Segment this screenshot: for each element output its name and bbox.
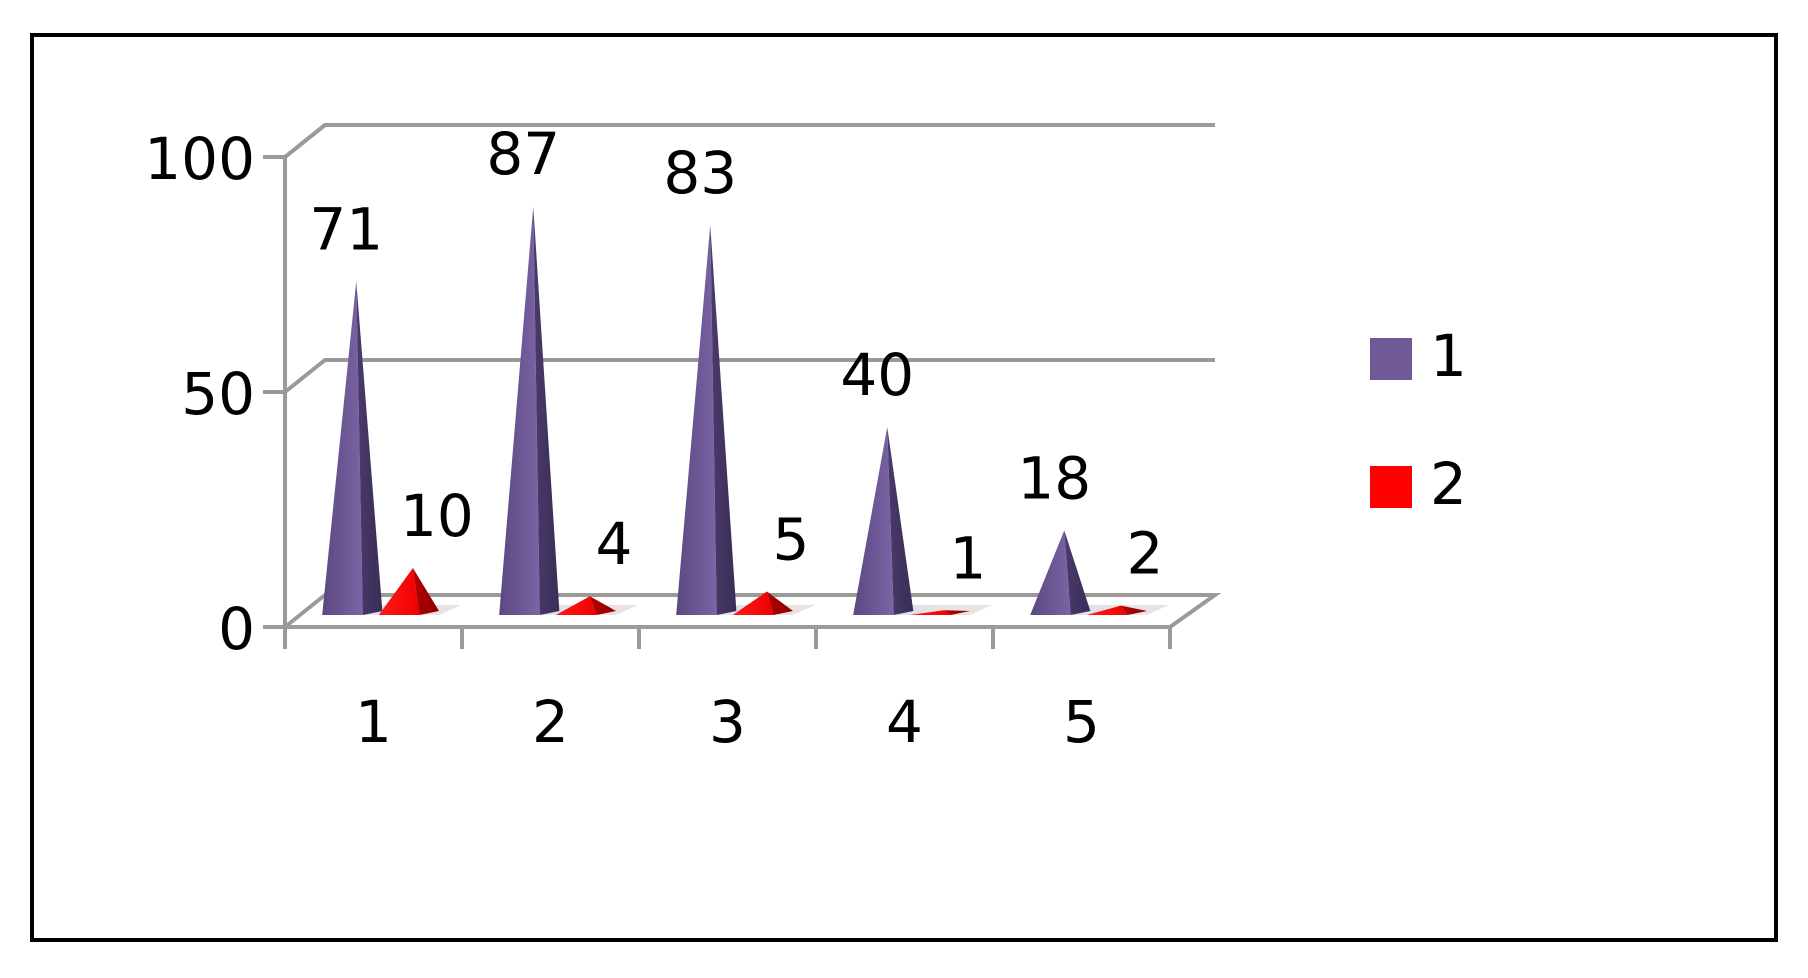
- data-label: 71: [309, 195, 383, 263]
- y-tick-label: 100: [144, 125, 255, 193]
- bar: [378, 568, 420, 615]
- bar: [909, 610, 951, 615]
- gridline: [283, 123, 1215, 159]
- bar: [499, 206, 540, 615]
- bar: [533, 206, 560, 615]
- legend-label: 1: [1430, 322, 1467, 390]
- y-tick-label: 50: [181, 360, 255, 428]
- bar: [555, 596, 597, 615]
- data-label: 5: [772, 506, 809, 574]
- labels: 71 87 83 40 18 10 4 5 1 2: [309, 120, 1163, 592]
- bar: [710, 224, 737, 615]
- data-label: 4: [595, 510, 632, 578]
- gridlines: [279, 123, 1222, 629]
- x-tick-label: 1: [355, 688, 392, 756]
- data-label: 83: [663, 139, 737, 207]
- bar: [943, 610, 970, 615]
- legend-swatch: [1370, 466, 1412, 508]
- bar: [887, 427, 914, 615]
- bar: [1030, 530, 1071, 615]
- bar: [1120, 605, 1147, 615]
- data-label: 1: [949, 524, 986, 592]
- axes: 0 50 100 1 2 3 4 5: [144, 123, 1172, 756]
- y-tick-label: 0: [218, 595, 255, 663]
- y-axis-top-edge: [283, 123, 327, 159]
- bar: [322, 281, 363, 615]
- chart-frame: [30, 33, 1778, 942]
- bar: [732, 591, 774, 615]
- bar: [766, 591, 793, 615]
- x-tick-label: 3: [709, 688, 746, 756]
- bar: [356, 281, 383, 615]
- x-tick-label: 5: [1063, 688, 1100, 756]
- data-label: 18: [1017, 444, 1091, 512]
- legend: 12: [1370, 322, 1467, 518]
- data-label: 87: [486, 120, 560, 188]
- bar: [853, 427, 894, 615]
- data-label: 2: [1126, 520, 1163, 588]
- bar: [589, 596, 616, 615]
- bar: [1086, 605, 1128, 615]
- legend-swatch: [1370, 338, 1412, 380]
- marks: [322, 206, 1169, 615]
- data-label: 40: [840, 341, 914, 409]
- gridline: [283, 358, 1215, 394]
- bar: [676, 224, 717, 615]
- x-tick-label: 2: [532, 688, 569, 756]
- bar: [412, 568, 439, 615]
- bar: [1064, 530, 1091, 615]
- legend-label: 2: [1430, 450, 1467, 518]
- data-label: 10: [400, 482, 474, 550]
- x-tick-label: 4: [886, 688, 923, 756]
